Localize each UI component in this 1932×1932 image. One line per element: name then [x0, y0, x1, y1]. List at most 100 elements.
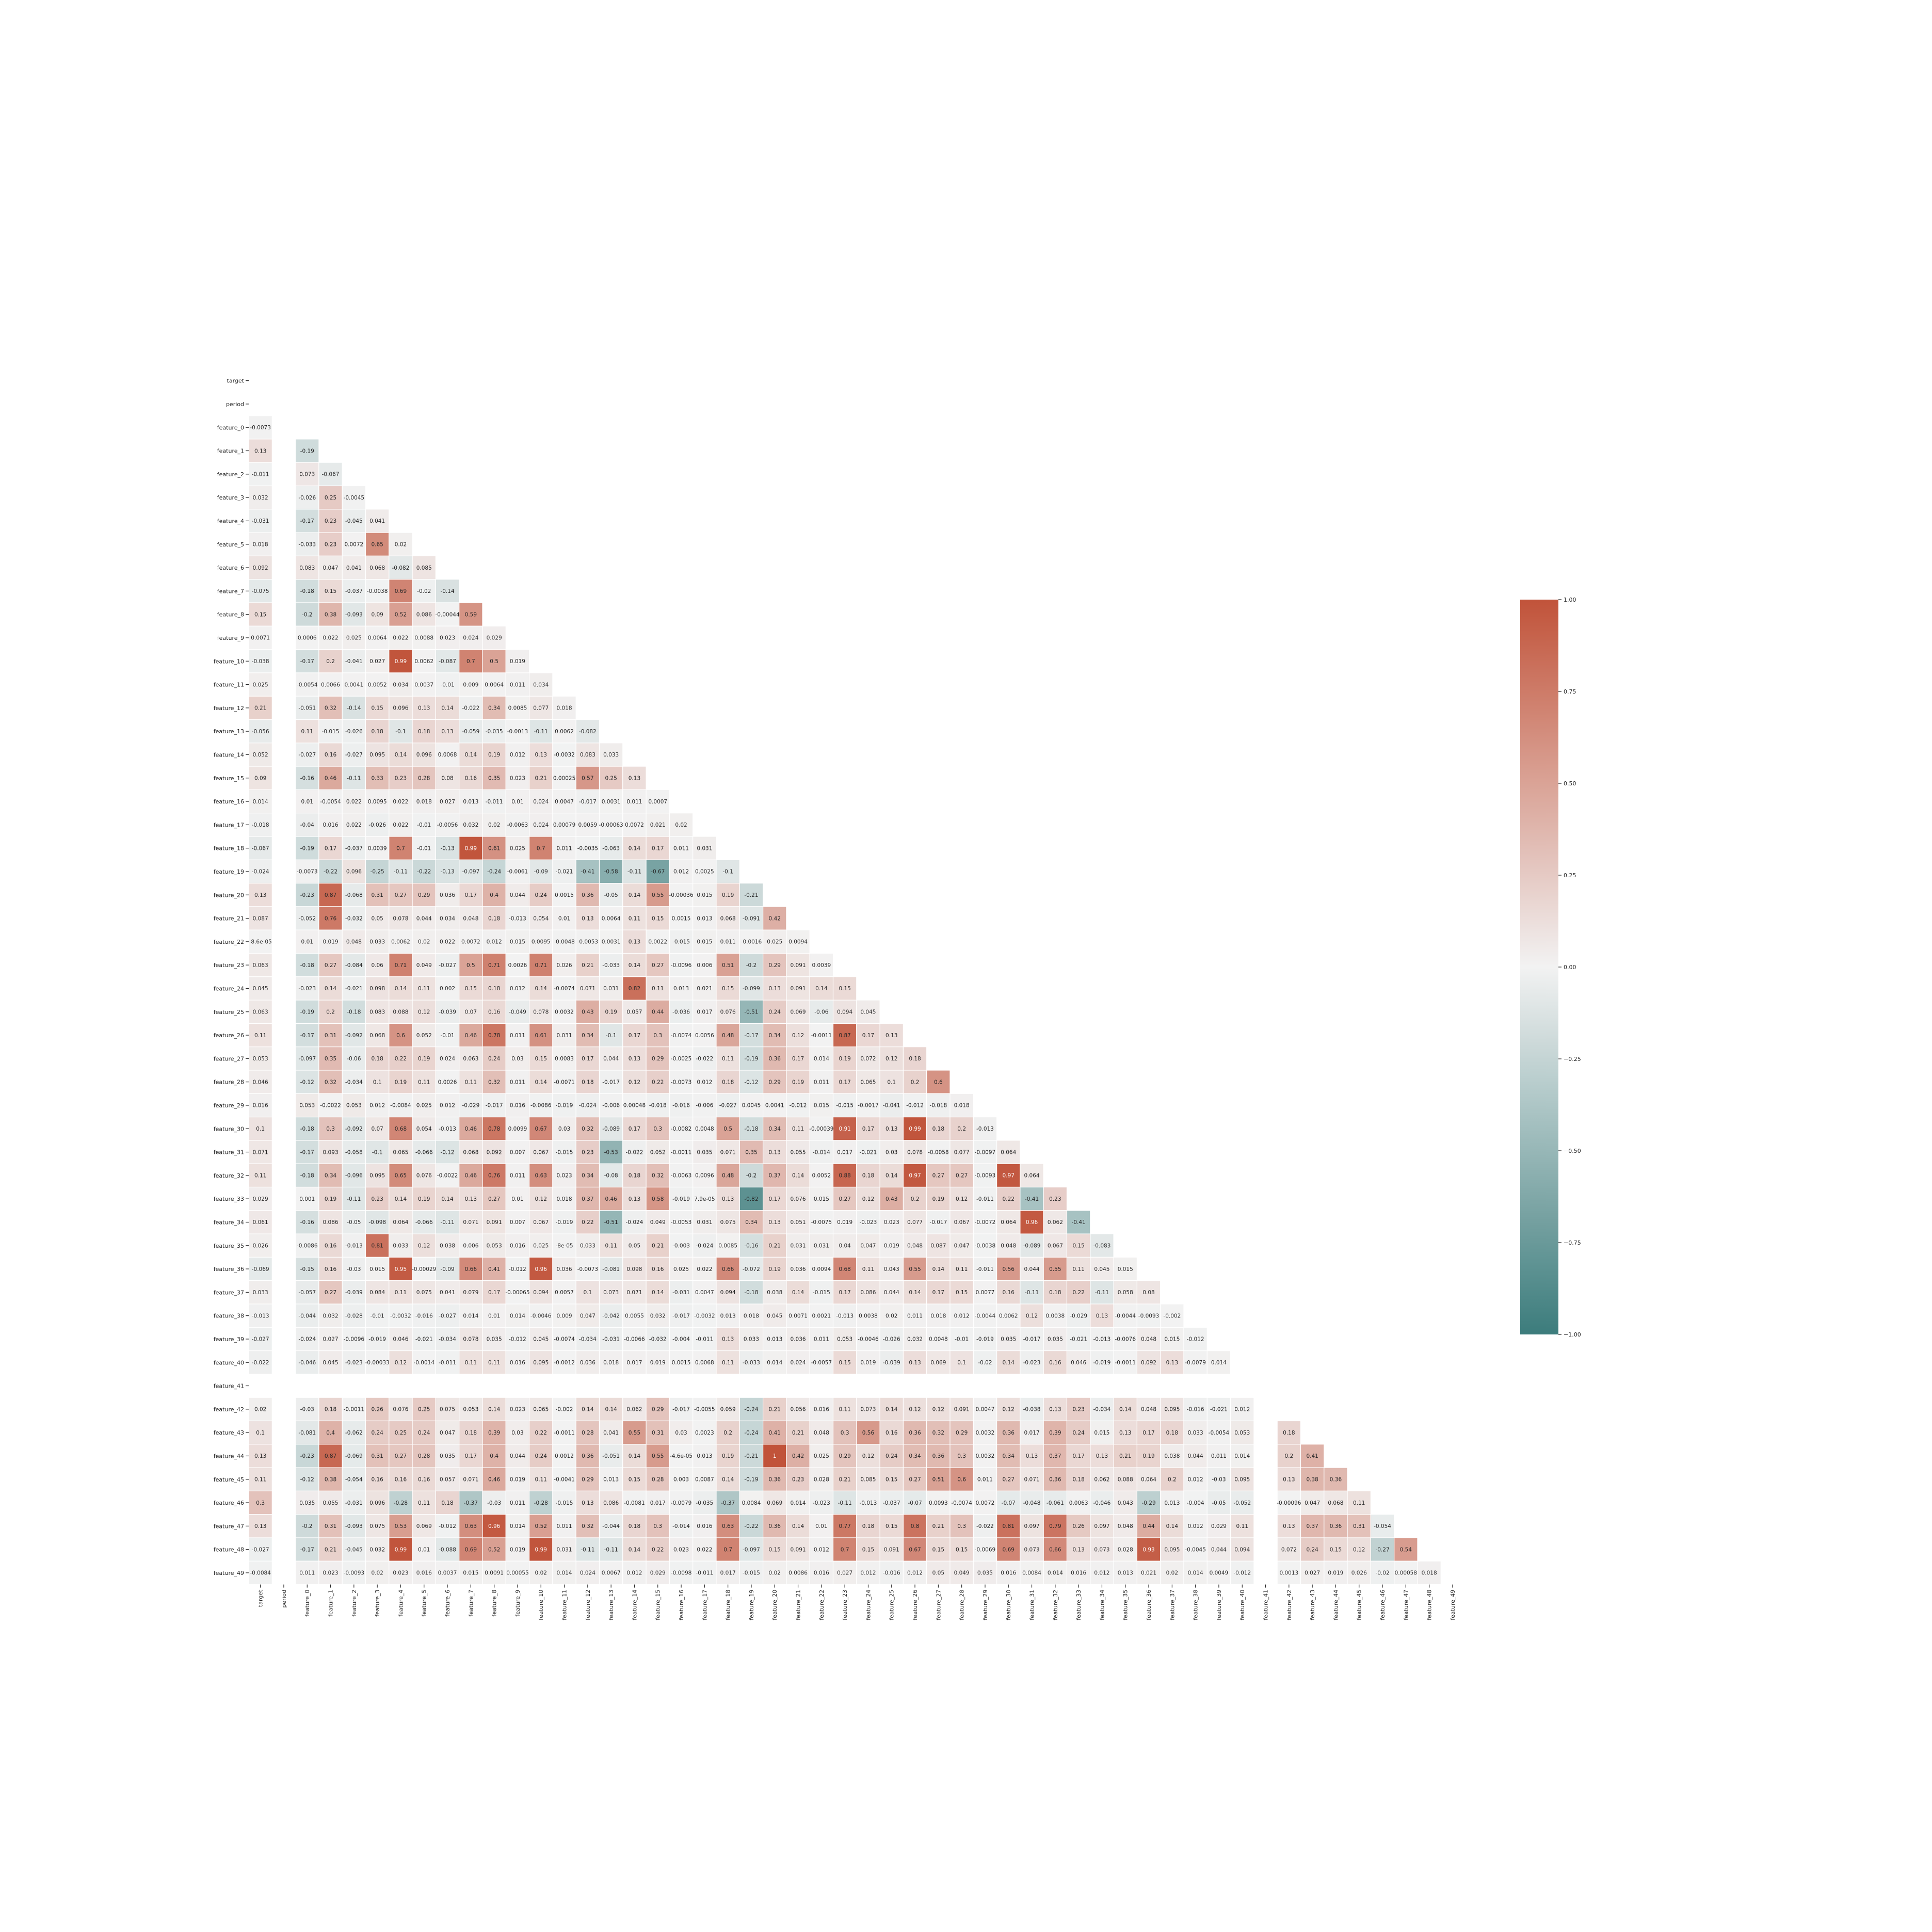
- y-tick-label: feature_4: [217, 518, 244, 524]
- cell-value-label: -0.037: [883, 1500, 900, 1506]
- cell-value-label: 0.7: [537, 845, 545, 851]
- cell-value-label: 0.022: [440, 939, 455, 945]
- cell-value-label: 0.12: [395, 1360, 407, 1366]
- heatmap-cell: [435, 766, 460, 790]
- cell-value-label: 0.019: [860, 1360, 876, 1366]
- heatmap-cell: [528, 1163, 553, 1188]
- cell-value-label: -0.066: [415, 1219, 433, 1226]
- cell-value-label: 0.54: [1400, 1547, 1412, 1553]
- cell-value-label: -0.035: [486, 729, 503, 735]
- cell-value-label: 0.3: [653, 1033, 662, 1039]
- cell-value-label: -0.0063: [671, 1173, 692, 1179]
- x-tick-label: target: [257, 1589, 264, 1607]
- heatmap-cell: [716, 1117, 740, 1141]
- heatmap-cell: [295, 625, 319, 650]
- x-tick-label: feature_25: [889, 1590, 895, 1620]
- heatmap-cell: [295, 953, 319, 977]
- cell-value-label: 0.068: [1328, 1500, 1343, 1506]
- heatmap-cell: [318, 532, 343, 556]
- cell-value-label: 0.0039: [368, 845, 387, 851]
- cell-value-label: 0.012: [487, 939, 502, 945]
- cell-value-label: 0.12: [418, 1243, 430, 1249]
- cell-value-label: 0.51: [932, 1477, 944, 1483]
- heatmap-cell: [599, 953, 623, 977]
- cell-value-label: -0.0093: [1138, 1313, 1160, 1319]
- cell-value-label: 0.15: [862, 1547, 874, 1553]
- heatmap-cell: [716, 953, 740, 977]
- cell-value-label: -0.11: [581, 1547, 594, 1553]
- cell-value-label: 0.21: [792, 1430, 804, 1436]
- y-tick-label: feature_15: [214, 775, 244, 782]
- cell-value-label: -0.00063: [599, 822, 623, 828]
- cell-value-label: 0.17: [792, 1056, 804, 1062]
- cell-value-label: 0.11: [465, 1360, 477, 1366]
- cell-value-label: 0.2: [957, 1126, 966, 1132]
- heatmap-cell: [879, 1093, 904, 1118]
- heatmap-cell: [693, 1046, 717, 1071]
- cell-value-label: 0.01: [301, 799, 313, 805]
- cell-value-label: 0.12: [956, 1196, 968, 1202]
- cell-value-label: 0.22: [535, 1430, 547, 1436]
- cell-value-label: 0.23: [1049, 1196, 1061, 1202]
- heatmap-cell: [903, 1186, 927, 1211]
- cell-value-label: -0.032: [345, 915, 363, 922]
- cell-value-label: -0.082: [392, 565, 410, 571]
- cell-value-label: 0.0096: [695, 1173, 714, 1179]
- cell-value-label: 0.55: [629, 1430, 640, 1436]
- cell-value-label: 0.036: [440, 892, 455, 898]
- cell-value-label: 0.075: [440, 1407, 455, 1413]
- heatmap-cell: [248, 1117, 272, 1141]
- cell-value-label: -0.17: [300, 1033, 314, 1039]
- heatmap-cell: [459, 766, 483, 790]
- cell-value-label: 0.13: [629, 939, 640, 945]
- y-axis: targetperiodfeature_0feature_1feature_2f…: [214, 378, 249, 1576]
- cell-value-label: 0.14: [1166, 1523, 1179, 1530]
- cell-value-label: 0.37: [1306, 1523, 1318, 1530]
- cell-value-label: 0.15: [769, 1547, 781, 1553]
- cell-value-label: 0.013: [1118, 1570, 1133, 1576]
- cell-value-label: -0.67: [651, 869, 665, 875]
- cell-value-label: 0.032: [463, 822, 478, 828]
- cell-value-label: 0.022: [697, 1266, 712, 1273]
- cell-value-label: 0.41: [1306, 1453, 1318, 1459]
- cell-value-label: 0.022: [393, 822, 408, 828]
- cell-value-label: 0.03: [511, 1430, 523, 1436]
- x-tick-label: feature_49: [1450, 1590, 1456, 1620]
- cell-value-label: 0.4: [490, 892, 498, 898]
- heatmap-cell: [552, 719, 576, 744]
- cell-value-label: 0.017: [697, 1009, 712, 1016]
- heatmap-cell: [505, 789, 530, 814]
- cell-value-label: -0.0011: [554, 1430, 575, 1436]
- heatmap-cell: [739, 1093, 764, 1118]
- cell-value-label: 0.019: [1328, 1570, 1343, 1576]
- cell-value-label: 0.006: [463, 1243, 478, 1249]
- cell-value-label: -0.011: [696, 1570, 713, 1576]
- cell-value-label: 0.7: [396, 845, 405, 851]
- cell-value-label: 0.14: [792, 1173, 804, 1179]
- heatmap-cell: [903, 1093, 927, 1118]
- x-tick-label: feature_2: [351, 1590, 358, 1617]
- heatmap-cell: [693, 1070, 717, 1094]
- cell-value-label: 0.14: [395, 986, 407, 992]
- heatmap-cell: [295, 1140, 319, 1164]
- cell-value-label: 0.24: [488, 1056, 501, 1062]
- cell-value-label: 0.19: [792, 1079, 804, 1085]
- cell-value-label: 0.09: [371, 611, 383, 618]
- heatmap-cell: [365, 1140, 390, 1164]
- colorbar-tick-label: 1.00: [1564, 597, 1576, 603]
- cell-value-label: -0.0073: [577, 1266, 599, 1273]
- cell-value-label: 0.0048: [929, 1337, 948, 1343]
- cell-value-label: 0.18: [582, 1079, 593, 1085]
- cell-value-label: 0.0066: [321, 682, 340, 688]
- cell-value-label: 0.012: [954, 1313, 970, 1319]
- cell-value-label: 0.41: [488, 1266, 500, 1273]
- cell-value-label: 0.27: [395, 1453, 407, 1459]
- cell-value-label: 0.18: [371, 1056, 383, 1062]
- heatmap-cell: [762, 1070, 787, 1094]
- cell-value-label: 0.095: [1164, 1407, 1180, 1413]
- heatmap-cell: [903, 1070, 927, 1094]
- cell-value-label: 0.4: [326, 1430, 335, 1436]
- cell-value-label: -0.0081: [624, 1500, 645, 1506]
- cell-value-label: 0.28: [418, 1453, 430, 1459]
- cell-value-label: 0.27: [909, 1477, 921, 1483]
